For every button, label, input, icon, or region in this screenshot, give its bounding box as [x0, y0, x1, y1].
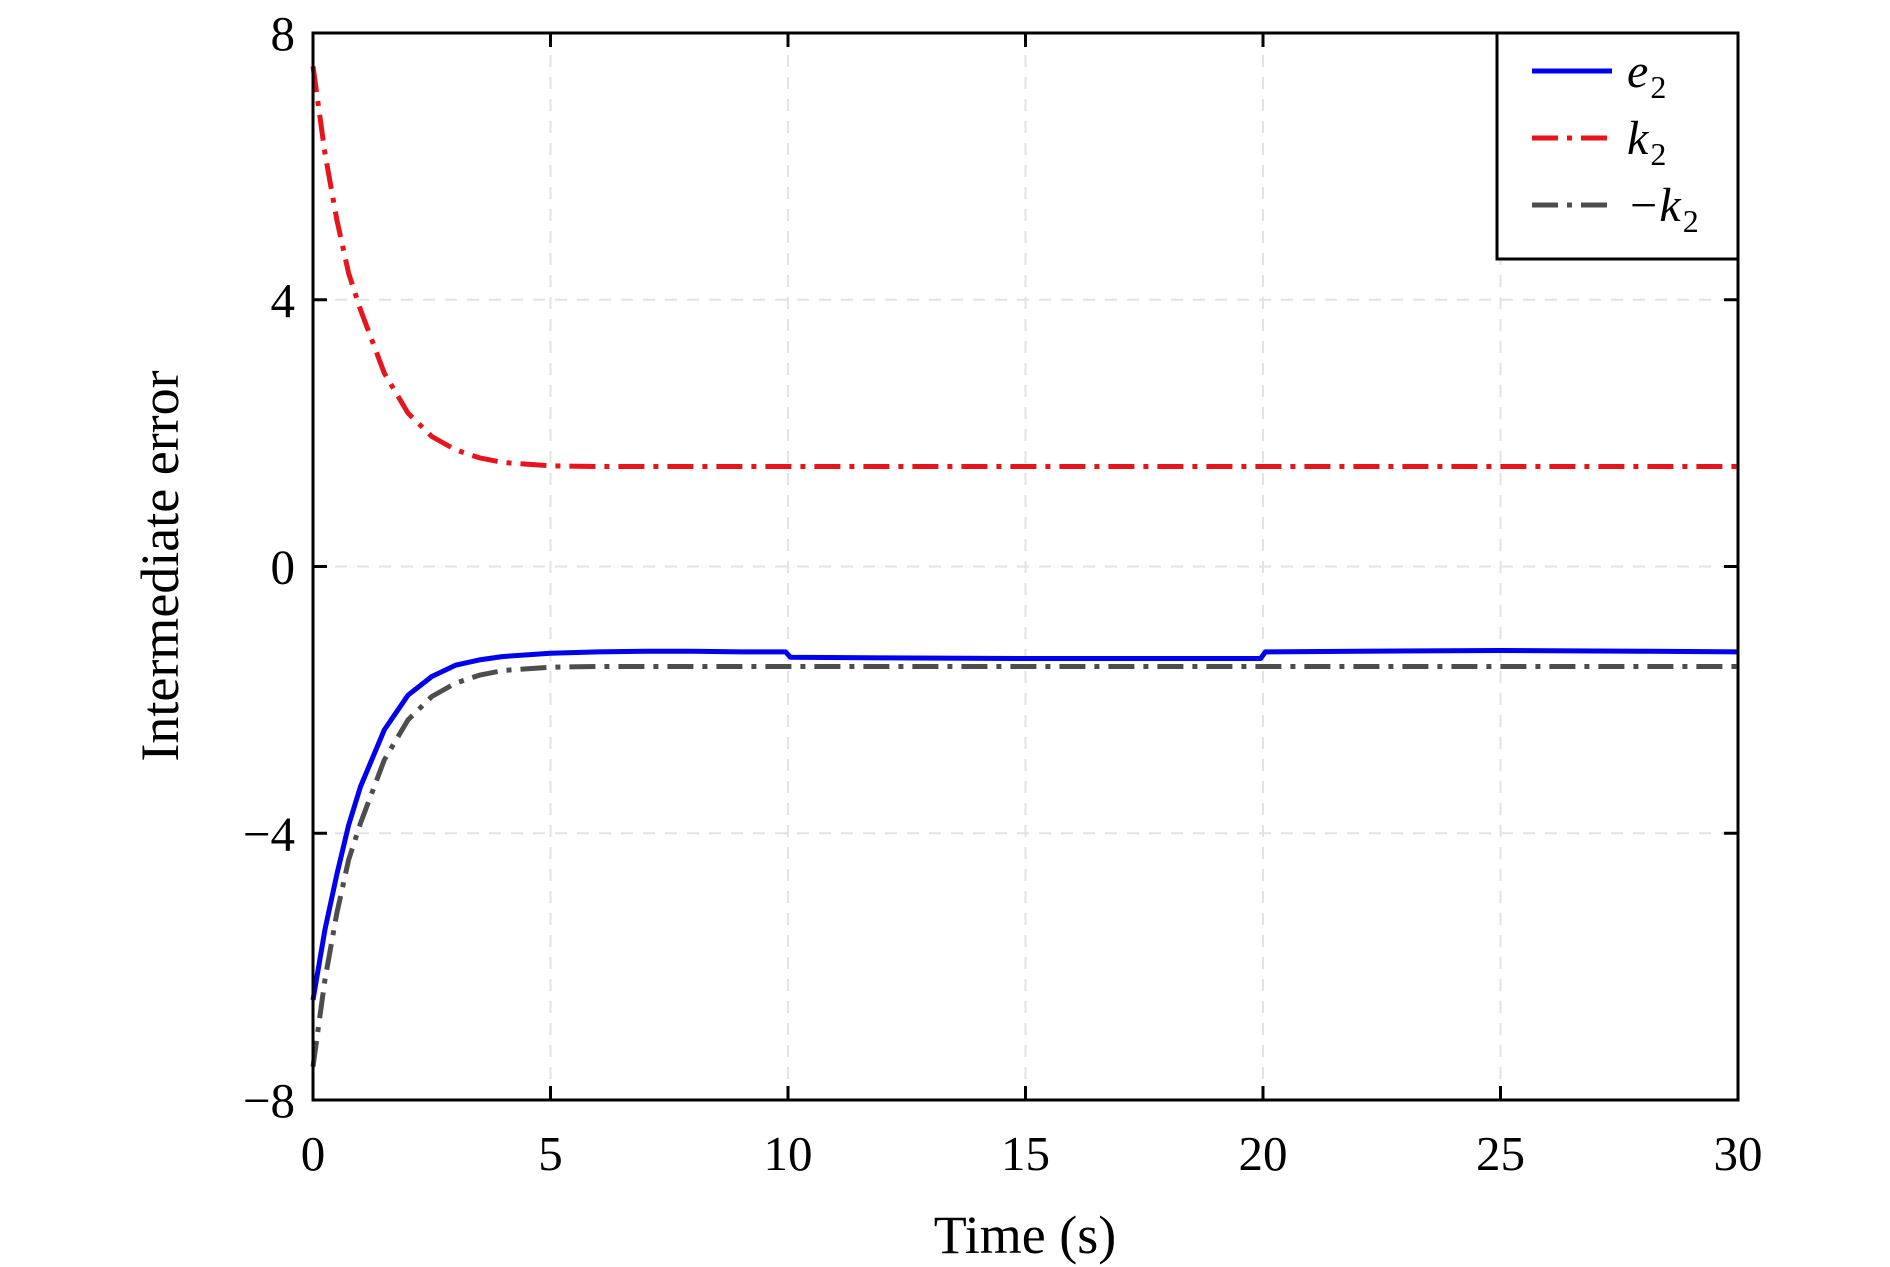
- x-tick-label: 25: [1476, 1126, 1525, 1181]
- y-tick-label: −4: [243, 806, 295, 861]
- x-tick-label: 5: [538, 1126, 563, 1181]
- y-tick-label: 8: [271, 6, 296, 61]
- legend-label-base: k: [1627, 112, 1650, 165]
- x-tick-label: 30: [1714, 1126, 1763, 1181]
- legend-box: [1495, 31, 1740, 261]
- legend-label-subscript: 2: [1650, 136, 1666, 172]
- y-tick-label: 0: [271, 540, 296, 595]
- legend-label-subscript: 2: [1650, 69, 1666, 105]
- x-tick-label: 15: [1001, 1126, 1050, 1181]
- plot-series: [310, 65, 1739, 1068]
- legend-label: e2: [1627, 45, 1666, 105]
- series-line: [310, 648, 1739, 1001]
- legend-label-subscript: 2: [1683, 203, 1699, 239]
- legend-label-base: −k: [1627, 179, 1682, 232]
- series-line: [310, 65, 1738, 469]
- x-axis-title: Time (s): [934, 1205, 1117, 1265]
- axis-tick-labels: 0 5 10 15 20 25 30 −8 −4 0 4 8: [243, 6, 1763, 1181]
- y-tick-label: −8: [243, 1073, 295, 1128]
- x-tick-label: 10: [764, 1126, 813, 1181]
- y-tick-label: 4: [271, 273, 296, 328]
- legend-label-base: e: [1627, 45, 1648, 98]
- grid-lines: [313, 33, 1738, 1100]
- series-line: [310, 664, 1738, 1068]
- legend-label: −k2: [1627, 179, 1699, 239]
- legend-label: k2: [1627, 112, 1666, 172]
- x-tick-label: 20: [1239, 1126, 1288, 1181]
- x-tick-label: 0: [301, 1126, 326, 1181]
- y-axis-title: Intermediate error: [130, 370, 190, 761]
